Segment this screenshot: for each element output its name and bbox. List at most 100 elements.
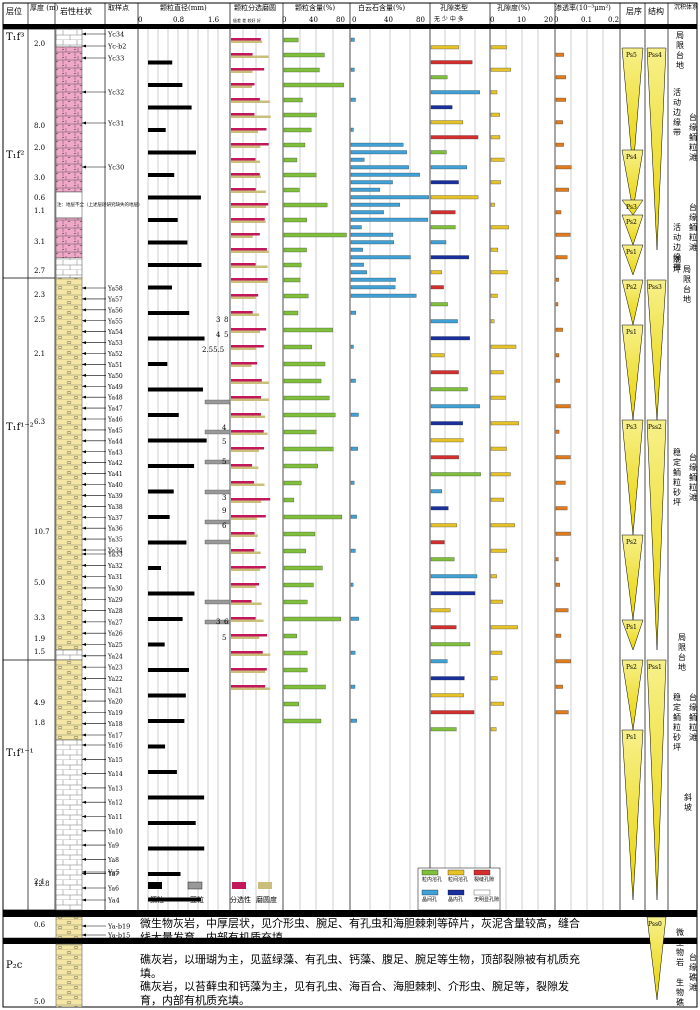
sequence-label: Ps3 [626, 204, 637, 211]
sorting-value: 3 [222, 494, 226, 502]
permeability-bar [555, 327, 563, 332]
grain-size-bar [148, 173, 175, 177]
facies-char: 坪 [673, 743, 681, 752]
sample-arrowhead [82, 631, 86, 635]
header-permeability: 渗透率(10⁻³μm²) [555, 3, 611, 12]
grain-size-bar [148, 285, 172, 290]
sample-label: Ya41 [107, 471, 123, 478]
legend-pore-swatch [421, 889, 439, 896]
rounding-bar [231, 220, 266, 223]
sorting-bar [231, 362, 258, 365]
lithology-block [55, 277, 83, 651]
header-thickness: 厚度 (m) [30, 3, 59, 12]
thickness-label: 2.0 [34, 40, 45, 48]
sorting-value: 4 [216, 331, 221, 339]
sequence-triangle [621, 619, 644, 651]
sorting-bar [231, 532, 255, 535]
rounding-bar [231, 145, 261, 148]
dolomite-tick: 80 [416, 16, 425, 24]
permeability-bar [555, 404, 571, 409]
sorting-bar [231, 498, 271, 501]
thickness-label: 10.7 [34, 528, 50, 536]
pore-type-bar [430, 727, 457, 732]
grain-content-bar [283, 52, 325, 58]
grain-content-bar [283, 531, 316, 537]
dolomite-bar [350, 684, 356, 689]
porosity-tick: 20 [544, 16, 553, 24]
facies-char: 局 [676, 31, 684, 40]
sorting-bar [231, 413, 261, 416]
rounding-bar [231, 40, 263, 43]
porosity-bar [490, 370, 504, 375]
grain-content-bar [283, 378, 322, 384]
sample-label: Ya9 [107, 843, 119, 850]
sequence-triangle [621, 214, 644, 246]
sample-label: Yc-b2 [107, 43, 126, 51]
dolomite-bar [350, 378, 356, 383]
sample-label: Ya14 [107, 771, 123, 778]
porosity-bar [490, 202, 495, 207]
sample-label: Ya22 [107, 676, 123, 683]
note-reef-limestone-coral: 礁灰岩，以珊瑚为主，见蓝绿藻、有孔虫、钙藻、腹足、腕足等生物，顶部裂隙被有机质充… [140, 953, 580, 980]
facies-char: 限 [676, 41, 684, 50]
sequence-triangle [621, 419, 644, 536]
sample-arrowhead [82, 330, 86, 334]
rounding-bar [231, 517, 258, 520]
structure-label: Pss1 [648, 664, 662, 671]
grain-size-bar [148, 821, 196, 825]
pore-type-bar [430, 404, 480, 409]
dolomite-bar [350, 97, 356, 102]
facies-char: 坪 [673, 498, 681, 507]
grain-content-bar [283, 187, 300, 193]
grain-content-bar [283, 112, 317, 118]
grain-size-bar [148, 617, 183, 621]
grain-size-bar [148, 464, 195, 468]
pore-type-bar [430, 693, 464, 698]
facies-char: 地 [676, 60, 684, 70]
facies-char: 砂 [673, 732, 681, 742]
porosity-bar [490, 90, 498, 95]
sorting-bar [231, 345, 264, 348]
facies-label: 生物礁 [676, 977, 684, 1007]
thickness-label: 12.8 [34, 880, 50, 888]
dolomite-bar [350, 344, 354, 349]
sample-arrowhead [82, 450, 86, 454]
lithology-block [55, 46, 83, 193]
sorting-bar [231, 173, 260, 176]
facies-char: 微 [676, 927, 684, 937]
pore-type-bar [430, 135, 479, 140]
permeability-bar [555, 277, 559, 282]
header-grain-content: 颗粒含量(%) [295, 3, 335, 12]
pore-type-bar [430, 336, 470, 341]
grain-size-bar [148, 362, 168, 366]
rounding-bar [231, 585, 256, 588]
facies-char: 滩 [689, 982, 697, 992]
sample-arrowhead [82, 121, 86, 125]
grain-content-bar [283, 82, 344, 88]
dolomite-bar [350, 187, 381, 192]
facies-char: 鲕 [673, 712, 681, 722]
column-headers: 层位 厚度 (m) 岩性柱状 取样点 颗粒直径(mm) 颗粒分选磨圆 极差 差 … [6, 3, 698, 23]
rounding-bar [231, 115, 271, 118]
sorting-bar [231, 188, 256, 191]
sequence-triangle [621, 324, 644, 421]
sample-label: Ya4 [107, 897, 120, 905]
lithology-block [55, 257, 83, 279]
legend-pore-swatch [473, 869, 491, 876]
thickness-label: 8.0 [34, 122, 45, 130]
thickness-label: 4.9 [34, 699, 45, 707]
pore-type-bar [430, 90, 480, 95]
dolomite-bar [350, 446, 358, 451]
header-pore-type: 孔隙类型 [440, 3, 468, 12]
facies-char: 局 [678, 633, 686, 642]
pisolite-bar [204, 429, 231, 435]
sample-label: Ya15 [107, 757, 123, 764]
rounding-bar [231, 534, 258, 537]
sample-arrowhead [82, 537, 86, 541]
sample-label: Ya-b19 [107, 923, 130, 931]
pisolite-bar [204, 619, 231, 625]
dolomite-bar [350, 142, 404, 147]
permeability-bar [555, 97, 566, 102]
